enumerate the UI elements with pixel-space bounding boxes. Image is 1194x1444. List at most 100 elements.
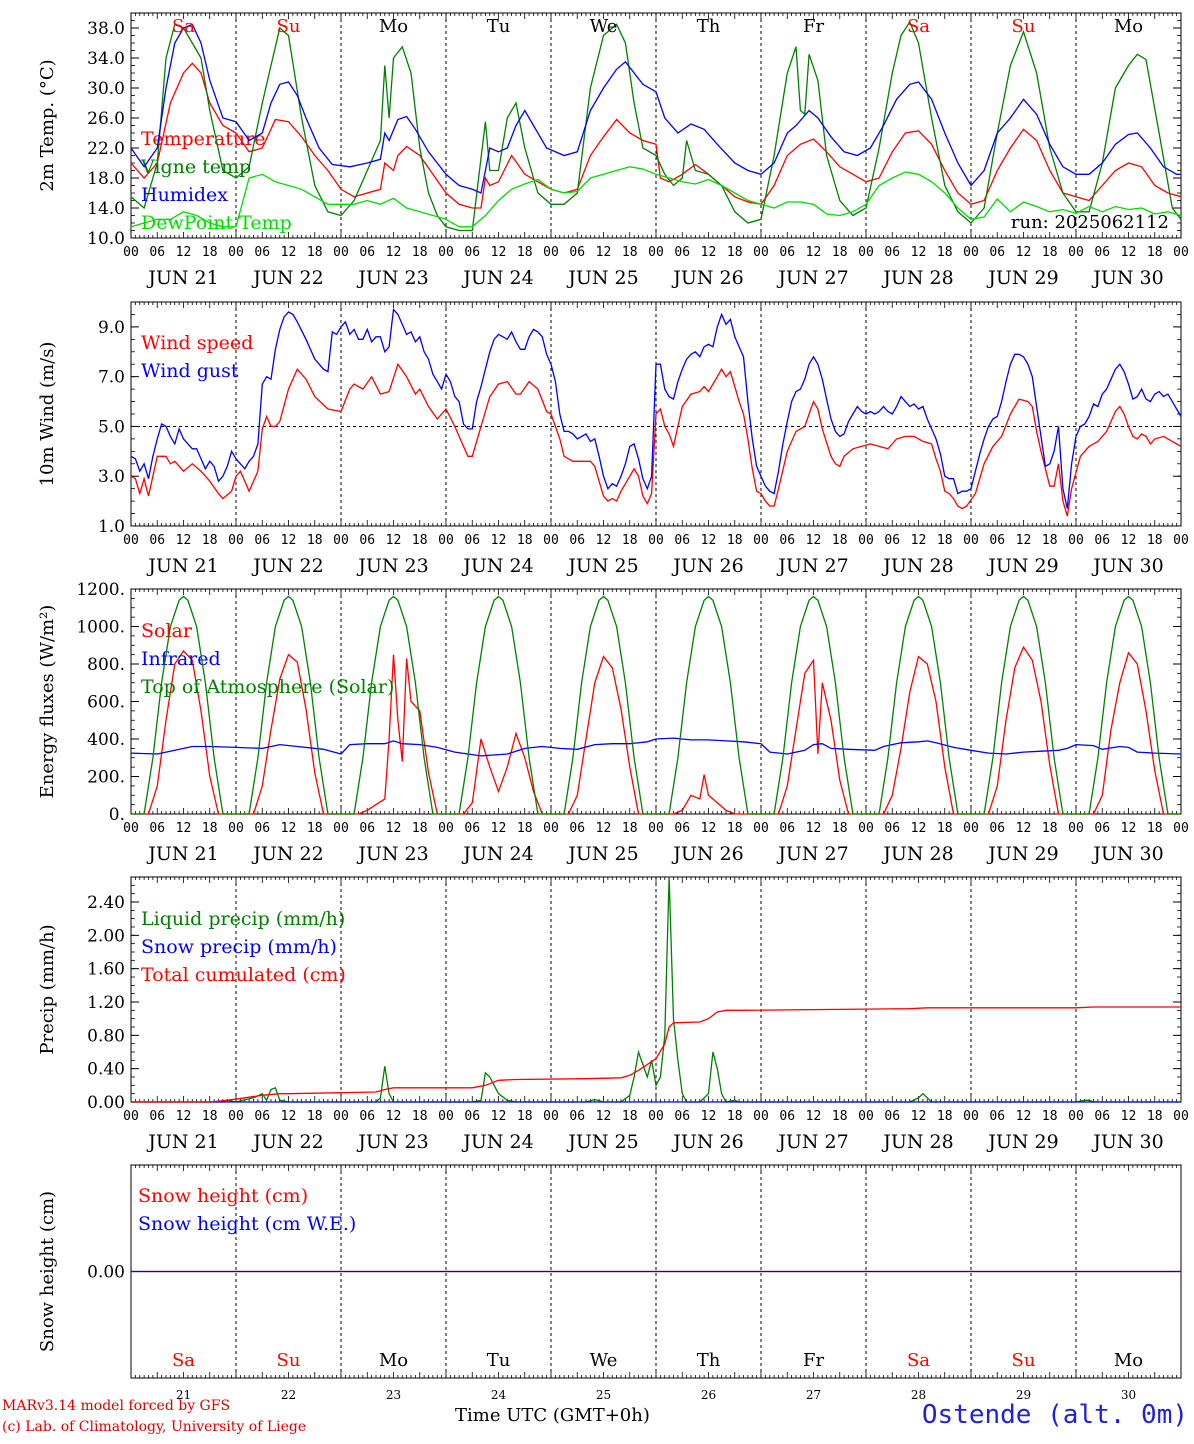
day-date-label: JUN 22 — [251, 1131, 323, 1153]
weekday-label: Mo — [1114, 16, 1143, 37]
day-date-label: JUN 28 — [881, 555, 953, 577]
day-date-label: JUN 28 — [881, 267, 953, 289]
day-number-label: 22 — [281, 1388, 296, 1402]
hour-tick-label: 18 — [307, 821, 323, 836]
hour-tick-label: 12 — [911, 821, 927, 836]
hour-tick-label: 12 — [596, 533, 612, 548]
hour-tick-label: 00 — [1173, 1109, 1189, 1124]
weekday-label: Sa — [907, 16, 930, 37]
y-tick-label: 1.20 — [87, 993, 125, 1013]
y-tick-label: 1.0 — [98, 517, 125, 537]
y-tick-label: 2.00 — [87, 926, 125, 946]
day-date-label: JUN 25 — [566, 843, 638, 865]
hour-tick-label: 06 — [149, 245, 165, 260]
hour-tick-label: 12 — [911, 245, 927, 260]
hour-tick-label: 06 — [464, 533, 480, 548]
panel-frame-0 — [130, 12, 1182, 239]
run-label: run: 2025062112 — [1011, 212, 1169, 233]
hour-tick-label: 18 — [937, 821, 953, 836]
hour-tick-label: 12 — [1121, 533, 1137, 548]
hour-tick-label: 00 — [858, 245, 874, 260]
hour-tick-label: 06 — [149, 821, 165, 836]
hour-tick-label: 12 — [1016, 533, 1032, 548]
legend-entry: Humidex — [141, 184, 228, 206]
hour-tick-label: 00 — [648, 821, 664, 836]
weekday-label: We — [590, 16, 618, 37]
hour-tick-label: 06 — [359, 821, 375, 836]
hour-tick-label: 00 — [543, 1109, 559, 1124]
weekday-label: Sa — [172, 1350, 195, 1371]
hour-tick-label: 18 — [937, 1109, 953, 1124]
day-date-label: JUN 26 — [671, 843, 743, 865]
hour-tick-label: 18 — [412, 1109, 428, 1124]
y-axis-title: Snow height (cm) — [37, 1191, 58, 1352]
legend-entry: Infrared — [141, 648, 221, 670]
day-date-label: JUN 21 — [146, 843, 218, 865]
day-date-label: JUN 22 — [251, 267, 323, 289]
hour-tick-label: 12 — [1016, 1109, 1032, 1124]
hour-tick-label: 00 — [228, 821, 244, 836]
hour-tick-label: 06 — [989, 1109, 1005, 1124]
hour-tick-label: 00 — [753, 1109, 769, 1124]
day-date-label: JUN 23 — [356, 843, 428, 865]
day-date-label: JUN 25 — [566, 555, 638, 577]
y-tick-label: 10.0 — [87, 229, 125, 249]
hour-tick-label: 06 — [884, 533, 900, 548]
legend-entry: Snow precip (mm/h) — [141, 936, 337, 958]
day-number-label: 25 — [596, 1388, 611, 1402]
day-number-label: 27 — [806, 1388, 821, 1402]
hour-tick-label: 06 — [149, 1109, 165, 1124]
hour-tick-label: 18 — [202, 821, 218, 836]
weekday-label: Mo — [1114, 1350, 1143, 1371]
series-line-1 — [130, 307, 1182, 509]
y-tick-label: 0.40 — [87, 1060, 125, 1080]
hour-tick-label: 12 — [176, 533, 192, 548]
weekday-label: Tu — [487, 16, 511, 37]
credit-lab: (c) Lab. of Climatology, University of L… — [2, 1419, 307, 1435]
hour-tick-label: 18 — [622, 1109, 638, 1124]
credit-model: MARv3.14 model forced by GFS — [2, 1398, 231, 1414]
day-date-label: JUN 25 — [566, 267, 638, 289]
day-date-label: JUN 27 — [776, 843, 848, 865]
hour-tick-label: 12 — [1121, 245, 1137, 260]
hour-tick-label: 06 — [464, 821, 480, 836]
day-number-label: 21 — [176, 1388, 191, 1402]
hour-tick-label: 06 — [254, 533, 270, 548]
day-date-label: JUN 21 — [146, 267, 218, 289]
hour-tick-label: 12 — [491, 245, 507, 260]
y-tick-label: 0. — [109, 805, 125, 825]
y-tick-label: 26.0 — [87, 109, 125, 129]
y-tick-label: 400. — [87, 730, 125, 750]
hour-tick-label: 06 — [1094, 533, 1110, 548]
y-tick-label: 0.80 — [87, 1026, 125, 1046]
hour-tick-label: 18 — [1147, 1109, 1163, 1124]
hour-tick-label: 06 — [569, 1109, 585, 1124]
hour-tick-label: 12 — [386, 1109, 402, 1124]
hour-tick-label: 06 — [254, 821, 270, 836]
hour-tick-label: 18 — [937, 245, 953, 260]
hour-tick-label: 12 — [386, 533, 402, 548]
legend-entry: Wind gust — [141, 360, 239, 382]
hour-tick-label: 00 — [1173, 245, 1189, 260]
hour-tick-label: 12 — [491, 1109, 507, 1124]
day-number-label: 26 — [701, 1388, 716, 1402]
hour-tick-label: 12 — [176, 821, 192, 836]
hour-tick-label: 12 — [911, 1109, 927, 1124]
hour-tick-label: 12 — [596, 245, 612, 260]
hour-tick-label: 18 — [1042, 245, 1058, 260]
hour-tick-label: 12 — [701, 533, 717, 548]
hour-tick-label: 12 — [281, 821, 297, 836]
hour-tick-label: 12 — [386, 245, 402, 260]
weekday-label: Tu — [487, 1350, 511, 1371]
day-date-label: JUN 24 — [461, 555, 533, 577]
hour-tick-label: 00 — [1068, 1109, 1084, 1124]
hour-tick-label: 12 — [281, 533, 297, 548]
hour-tick-label: 18 — [622, 533, 638, 548]
day-date-label: JUN 29 — [986, 267, 1058, 289]
weekday-label: Su — [277, 1350, 301, 1371]
weekday-label: Fr — [803, 1350, 824, 1371]
hour-tick-label: 06 — [359, 533, 375, 548]
series-line-1 — [130, 20, 1182, 232]
y-tick-label: 3.0 — [98, 467, 125, 487]
